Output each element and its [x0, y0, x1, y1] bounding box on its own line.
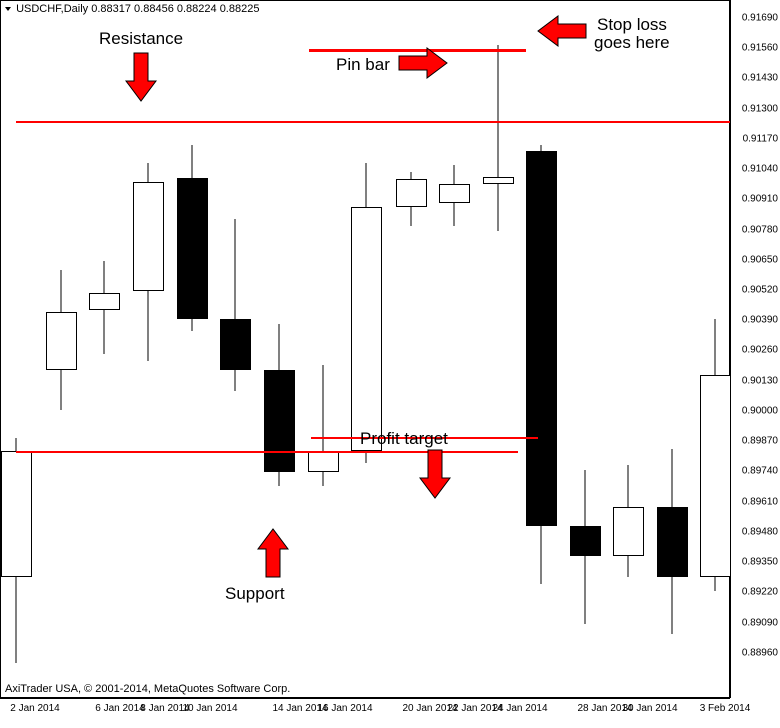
candlestick [308, 365, 339, 486]
annotation-label: Pin bar [336, 55, 390, 75]
candlestick [351, 163, 382, 463]
y-tick-label: 0.89740 [742, 466, 778, 477]
y-tick-label: 0.90650 [742, 254, 778, 265]
y-tick-label: 0.91690 [742, 12, 778, 23]
x-tick-label: 16 Jan 2014 [317, 703, 372, 714]
y-tick-label: 0.90780 [742, 224, 778, 235]
candlestick [613, 465, 644, 577]
candlestick [220, 219, 251, 391]
y-tick-label: 0.89090 [742, 617, 778, 628]
y-tick-label: 0.89870 [742, 436, 778, 447]
chart-title: USDCHF,Daily 0.88317 0.88456 0.88224 0.8… [5, 3, 259, 15]
title-text: USDCHF,Daily 0.88317 0.88456 0.88224 0.8… [16, 3, 259, 15]
y-tick-label: 0.91430 [742, 73, 778, 84]
x-tick-label: 2 Jan 2014 [10, 703, 60, 714]
y-tick-label: 0.91560 [742, 43, 778, 54]
y-tick-label: 0.90520 [742, 285, 778, 296]
x-axis: 2 Jan 20146 Jan 20148 Jan 201410 Jan 201… [0, 698, 730, 728]
candlestick [657, 449, 688, 634]
candlestick [483, 45, 514, 231]
x-tick-label: 24 Jan 2014 [492, 703, 547, 714]
annotation-label: Stop loss [597, 15, 667, 35]
arrow-icon [234, 514, 312, 592]
x-tick-label: 30 Jan 2014 [622, 703, 677, 714]
arrow-icon [384, 24, 462, 102]
candlestick [264, 324, 295, 487]
candlestick [700, 319, 731, 591]
y-tick-label: 0.90130 [742, 375, 778, 386]
dropdown-icon[interactable] [5, 7, 11, 11]
y-tick-label: 0.89610 [742, 496, 778, 507]
y-tick-label: 0.91300 [742, 103, 778, 114]
y-tick-label: 0.89480 [742, 526, 778, 537]
candlestick [133, 163, 164, 361]
arrow-icon [523, 0, 601, 70]
x-tick-label: 6 Jan 2014 [95, 703, 145, 714]
arrow-icon [102, 38, 180, 116]
candlestick [526, 145, 557, 585]
candlestick [570, 470, 601, 623]
candlestick [89, 261, 120, 354]
y-tick-label: 0.88960 [742, 647, 778, 658]
x-tick-label: 3 Feb 2014 [700, 703, 751, 714]
candlestick [177, 145, 208, 331]
chart-footer: AxiTrader USA, © 2001-2014, MetaQuotes S… [5, 683, 290, 695]
y-axis: 0.91690 0.91560 0.91430 0.91300 0.91170 0.910… [730, 0, 780, 698]
y-tick-label: 0.89350 [742, 557, 778, 568]
candlestick [396, 172, 427, 225]
plot-area: ResistanceSupportPin barProfit targetSto… [1, 1, 731, 699]
y-tick-label: 0.90000 [742, 405, 778, 416]
x-tick-label: 10 Jan 2014 [182, 703, 237, 714]
y-tick-label: 0.91170 [743, 133, 778, 144]
annotation-label: goes here [594, 33, 670, 53]
y-tick-label: 0.90390 [742, 315, 778, 326]
candlestick [439, 165, 470, 225]
candlestick [46, 270, 77, 410]
arrow-icon [396, 435, 474, 513]
y-tick-label: 0.91040 [742, 164, 778, 175]
horizontal-line [16, 121, 771, 123]
y-tick-label: 0.89220 [742, 587, 778, 598]
y-tick-label: 0.90910 [742, 194, 778, 205]
y-tick-label: 0.90260 [742, 345, 778, 356]
chart-container: ResistanceSupportPin barProfit targetSto… [0, 0, 730, 698]
candlestick [1, 438, 32, 664]
